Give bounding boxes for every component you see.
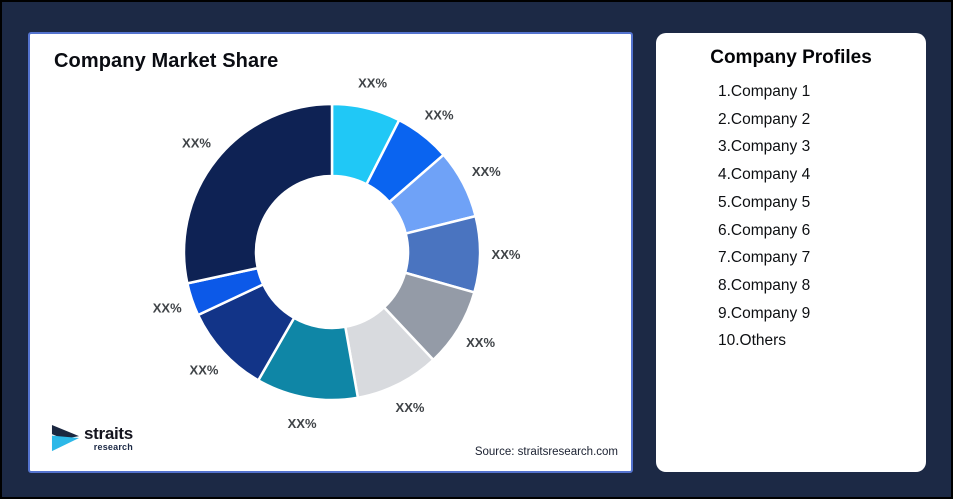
market-share-card: Company Market Share XX% XX% XX% XX% XX% XX% X… bbox=[28, 32, 633, 473]
profile-list-item: 6.Company 6 bbox=[718, 221, 811, 239]
donut-segment-label: XX% bbox=[466, 335, 495, 350]
donut-segment-label: XX% bbox=[288, 416, 317, 431]
profile-list-item: 9.Company 9 bbox=[718, 304, 811, 322]
profile-list-item: 3.Company 3 bbox=[718, 138, 811, 156]
profile-list-item: 2.Company 2 bbox=[718, 110, 811, 128]
donut-segment-label: XX% bbox=[396, 400, 425, 415]
donut-segment-label: XX% bbox=[492, 247, 521, 262]
profile-list-item: 7.Company 7 bbox=[718, 249, 811, 267]
logo-subbrand-text: research bbox=[93, 442, 133, 452]
donut-segment-label: XX% bbox=[153, 300, 182, 315]
profile-list-item: 5.Company 5 bbox=[718, 193, 811, 211]
company-profiles-card: Company Profiles 1.Company 1 2.Company 2 3… bbox=[656, 33, 926, 472]
profile-list-item: 1.Company 1 bbox=[718, 83, 811, 100]
profile-list-item: 10.Others bbox=[718, 332, 787, 350]
company-profiles-title: Company Profiles bbox=[710, 47, 872, 68]
donut-segment-label: XX% bbox=[425, 107, 454, 122]
market-share-title: Company Market Share bbox=[54, 50, 279, 72]
donut-segment-label: XX% bbox=[472, 164, 501, 179]
donut-segment-label: XX% bbox=[182, 135, 211, 150]
company-profiles-list: 1.Company 1 2.Company 2 3.Company 3 4.Compa… bbox=[656, 78, 926, 355]
straits-research-logo: straits research bbox=[50, 424, 133, 453]
profile-list-item: 8.Company 8 bbox=[718, 276, 811, 294]
source-attribution: Source: straitsresearch.com bbox=[474, 446, 618, 458]
logo-wordmark: straits research bbox=[84, 425, 133, 452]
market-share-donut-chart: XX% XX% XX% XX% XX% XX% XX% XX% XX% XX% bbox=[153, 75, 521, 431]
logo-brand-text: straits bbox=[84, 424, 133, 443]
donut-segment-label: XX% bbox=[190, 362, 219, 377]
straits-logo-icon bbox=[51, 424, 80, 452]
profile-list-item: 4.Company 4 bbox=[718, 166, 811, 184]
donut-segment-label: XX% bbox=[358, 75, 387, 90]
donut-segment-others bbox=[182, 102, 334, 285]
